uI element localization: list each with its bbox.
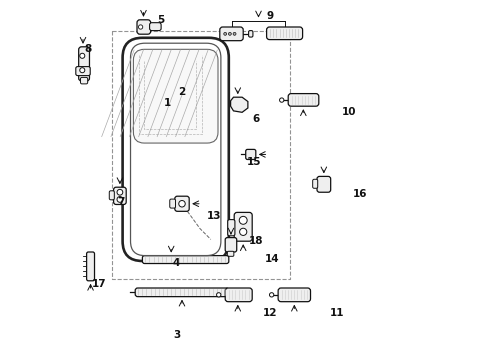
FancyBboxPatch shape bbox=[225, 288, 252, 302]
Text: 18: 18 bbox=[248, 236, 263, 246]
Circle shape bbox=[233, 32, 236, 35]
Text: 13: 13 bbox=[207, 211, 221, 221]
Circle shape bbox=[80, 68, 85, 73]
FancyBboxPatch shape bbox=[87, 252, 95, 281]
FancyBboxPatch shape bbox=[170, 199, 175, 208]
Text: 8: 8 bbox=[85, 44, 92, 54]
FancyBboxPatch shape bbox=[267, 27, 303, 40]
Text: 4: 4 bbox=[173, 258, 180, 268]
Circle shape bbox=[280, 98, 284, 102]
FancyBboxPatch shape bbox=[228, 220, 235, 236]
Text: 12: 12 bbox=[263, 308, 277, 318]
FancyBboxPatch shape bbox=[114, 187, 126, 204]
Circle shape bbox=[270, 293, 274, 297]
FancyBboxPatch shape bbox=[133, 49, 218, 143]
FancyBboxPatch shape bbox=[122, 38, 229, 261]
Circle shape bbox=[117, 189, 123, 195]
FancyBboxPatch shape bbox=[313, 179, 318, 188]
FancyBboxPatch shape bbox=[245, 149, 256, 159]
FancyBboxPatch shape bbox=[225, 238, 237, 252]
Polygon shape bbox=[231, 97, 248, 112]
Circle shape bbox=[240, 228, 247, 235]
FancyBboxPatch shape bbox=[76, 67, 90, 76]
FancyBboxPatch shape bbox=[278, 288, 311, 302]
Circle shape bbox=[117, 197, 123, 202]
FancyBboxPatch shape bbox=[109, 191, 114, 200]
FancyBboxPatch shape bbox=[79, 47, 90, 81]
Circle shape bbox=[217, 293, 221, 297]
Text: 6: 6 bbox=[252, 114, 259, 124]
FancyBboxPatch shape bbox=[143, 256, 229, 264]
Text: 15: 15 bbox=[247, 157, 261, 167]
Text: 9: 9 bbox=[267, 11, 274, 21]
FancyBboxPatch shape bbox=[149, 23, 161, 31]
Circle shape bbox=[179, 201, 185, 207]
Circle shape bbox=[239, 216, 247, 224]
FancyBboxPatch shape bbox=[135, 288, 229, 297]
Circle shape bbox=[139, 25, 143, 29]
Text: 17: 17 bbox=[92, 279, 106, 289]
FancyBboxPatch shape bbox=[227, 251, 234, 256]
FancyBboxPatch shape bbox=[317, 176, 331, 192]
Circle shape bbox=[80, 53, 85, 58]
Text: 16: 16 bbox=[353, 189, 368, 199]
Circle shape bbox=[228, 32, 231, 35]
Text: 7: 7 bbox=[117, 197, 124, 207]
FancyBboxPatch shape bbox=[234, 212, 252, 241]
Text: 1: 1 bbox=[164, 98, 171, 108]
Text: 10: 10 bbox=[342, 107, 357, 117]
FancyBboxPatch shape bbox=[220, 27, 243, 41]
Text: 14: 14 bbox=[265, 254, 279, 264]
FancyBboxPatch shape bbox=[248, 31, 253, 37]
Text: 2: 2 bbox=[178, 87, 186, 97]
Text: 3: 3 bbox=[173, 330, 180, 340]
Text: 5: 5 bbox=[157, 15, 164, 25]
Circle shape bbox=[224, 32, 227, 35]
FancyBboxPatch shape bbox=[175, 196, 189, 211]
FancyBboxPatch shape bbox=[288, 94, 319, 106]
Text: 11: 11 bbox=[330, 308, 344, 318]
FancyBboxPatch shape bbox=[80, 77, 88, 84]
FancyBboxPatch shape bbox=[137, 20, 151, 34]
